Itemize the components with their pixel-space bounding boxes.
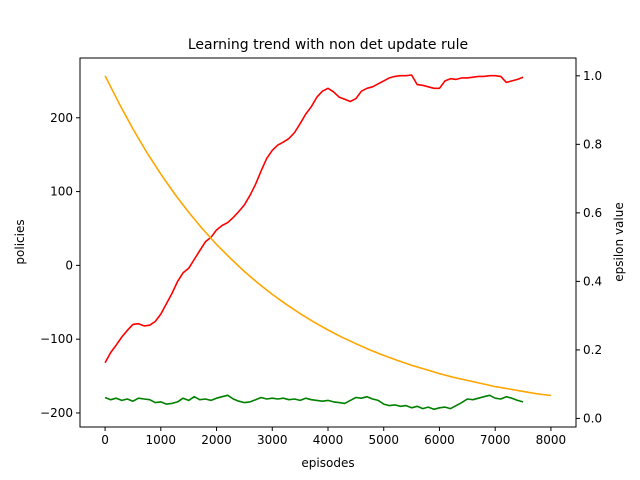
x-tick-label: 5000 xyxy=(368,433,399,447)
y2-tick-label: 0.8 xyxy=(583,137,602,151)
red-series-line xyxy=(104,74,524,364)
y2-tick-label: 0.2 xyxy=(583,343,602,357)
y-axis-title: policies xyxy=(13,219,27,264)
y-tick-label: 0 xyxy=(65,258,73,272)
y2-tick-label: 0.6 xyxy=(583,206,602,220)
x-axis-title: episodes xyxy=(301,456,354,470)
x-tick-label: 8000 xyxy=(536,433,567,447)
y-tick-label: −100 xyxy=(40,332,73,346)
x-tick-label: 0 xyxy=(101,433,109,447)
x-tick-label: 4000 xyxy=(313,433,344,447)
y2-axis-title: epsilon value xyxy=(612,202,626,281)
y-tick-label: −200 xyxy=(40,406,73,420)
x-tick-label: 3000 xyxy=(257,433,288,447)
y-tick-label: 100 xyxy=(50,185,73,199)
x-tick-label: 6000 xyxy=(424,433,455,447)
y-axis-right: 0.0 0.2 0.4 0.6 0.8 1.0 xyxy=(576,69,602,425)
chart-title: Learning trend with non det update rule xyxy=(188,37,468,53)
plot-area xyxy=(104,74,551,411)
y2-tick-label: 0.4 xyxy=(583,274,602,288)
x-axis: 0 1000 2000 3000 4000 5000 6000 7000 8000 xyxy=(101,427,566,447)
plot-frame xyxy=(79,57,577,428)
epsilon-series-line xyxy=(104,75,551,397)
y-axis-left: −200 −100 0 100 200 xyxy=(40,111,80,420)
y2-tick-label: 0.0 xyxy=(583,411,602,425)
y-tick-label: 200 xyxy=(50,111,73,125)
x-tick-label: 1000 xyxy=(146,433,177,447)
green-series-line xyxy=(104,394,524,411)
x-tick-label: 2000 xyxy=(201,433,232,447)
y2-tick-label: 1.0 xyxy=(583,69,602,83)
x-tick-label: 7000 xyxy=(480,433,511,447)
